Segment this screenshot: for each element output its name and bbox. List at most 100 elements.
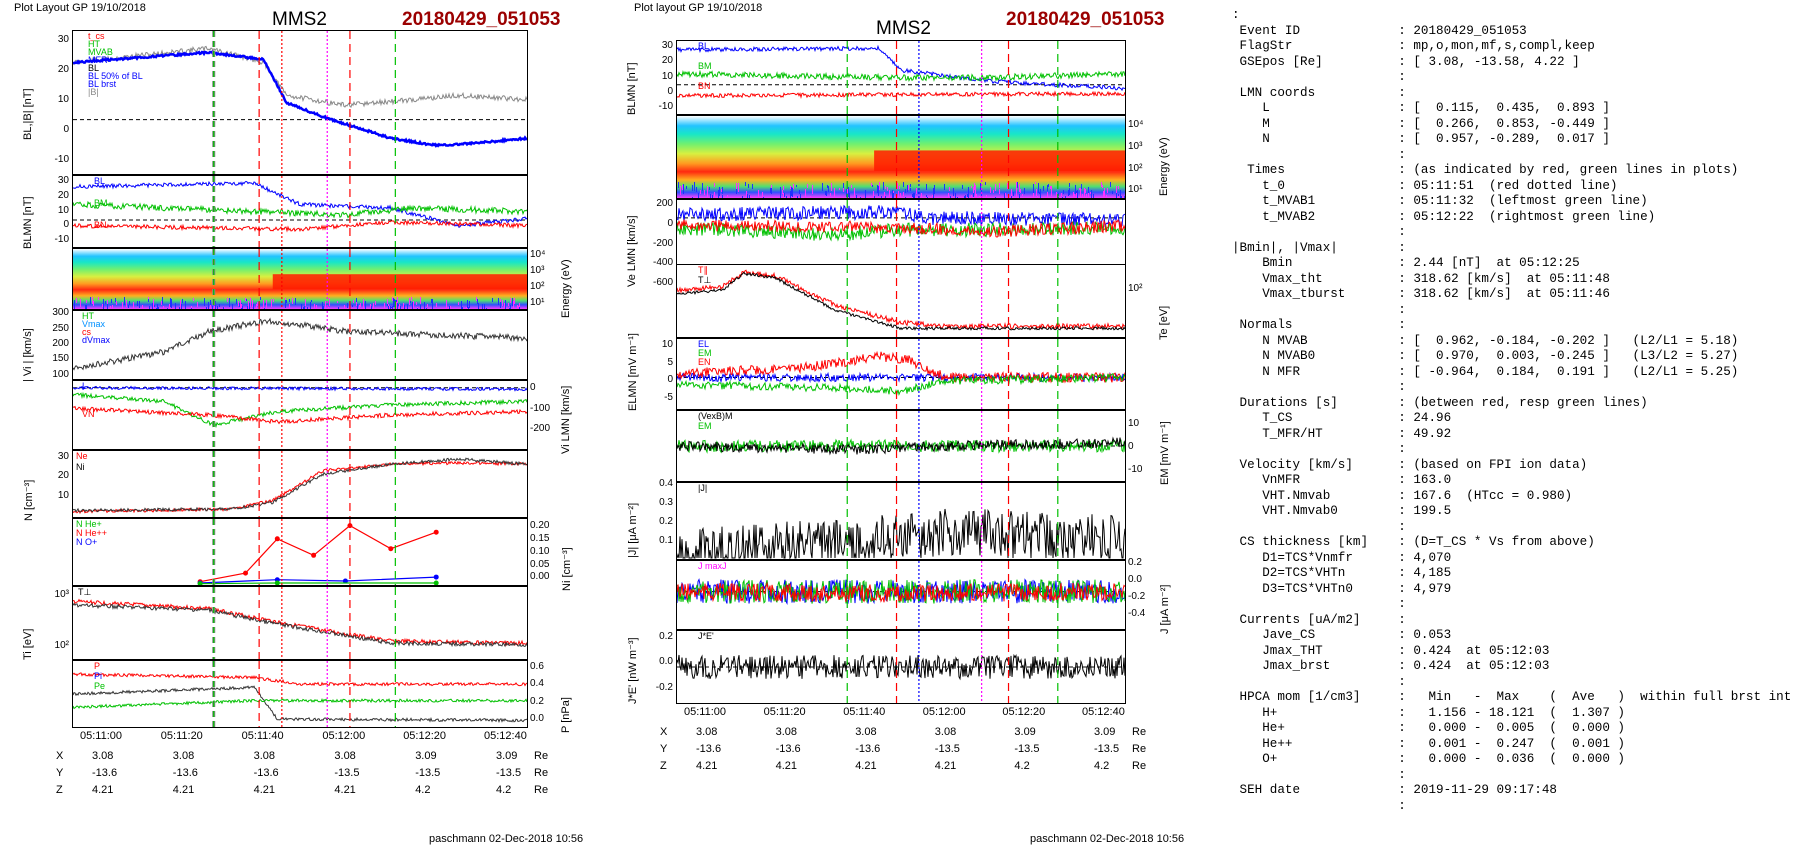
left-ytick: 200 [52,338,69,349]
summary-line: He+ : 0.000 - 0.005 ( 0.000 ) [1232,721,1625,735]
mid-spectrogram-speck [933,194,934,198]
left-ylabel-7: Ni [cm⁻³] [561,547,573,591]
mid-spectrogram-speck [978,197,979,198]
mid-spectrogram-speck [1007,183,1008,189]
left-spectrogram-speck [519,307,520,309]
mid-spectrogram-speck [993,190,994,193]
mid-spectrogram-speck [910,184,911,187]
summary-line: : [1232,674,1406,689]
left-spectrogram-speck [404,305,405,309]
spacecraft-title-mid: MMS2 [876,18,931,39]
left-time-tick: 05:11:40 [241,730,284,742]
mid-spectrogram-speck [1011,196,1012,198]
mid-legend-entry: BN [698,81,711,91]
mid-spectrogram-speck [1116,186,1117,194]
mid-spectrogram-speck [957,197,958,198]
left-spectrogram-speck [154,305,155,307]
left-spectrogram-speck [337,301,338,303]
left-spectrogram-speck [90,297,91,304]
mid-spectrogram-speck [707,186,708,196]
mid-spectrogram-speck [933,188,934,196]
mid-panel-9 [676,630,1126,704]
mid-spectrogram-speck [827,185,828,188]
left-coord-label-Y: Y [56,767,64,779]
left-ytick: 100 [52,369,69,380]
summary-line: N MFR : [ -0.964, 0.184, 0.191 ] (L2/L1 … [1232,364,1739,379]
mid-spectrogram-speck [784,193,785,197]
left-spectrogram-speck [450,306,451,309]
left-ytick: 10 [57,490,69,501]
mid-spectrogram-speck [1102,185,1103,188]
mid-ytick: 0.0 [659,656,673,667]
left-spectrogram-speck [162,297,163,304]
left-panel-6 [72,450,528,518]
left-ylabel-5: Vi LMN [km/s] [560,385,572,454]
mid-spectrogram-speck [791,187,792,196]
summary-line: |Bmin|, |Vmax| : [1232,240,1406,255]
left-trace-9-2 [73,685,527,724]
left-spectrogram-speck [249,303,250,309]
summary-line: Jave_CS : 0.053 [1232,628,1452,642]
summary-line: : [1232,225,1406,239]
mid-spectrogram-speck [839,188,840,190]
mid-spectrogram-speck [926,184,927,190]
mid-spectrogram-speck [750,196,751,198]
left-spectrogram-speck [197,302,198,307]
mid-legend-entry: BL [698,41,710,51]
left-spectrogram-speck [250,300,251,307]
mid-spectrogram-speck [834,188,835,198]
left-spectrogram-speck [347,303,348,308]
mid-ytick: 0 [667,86,673,97]
left-data-point [311,552,317,558]
left-spectrogram-speck [142,305,143,309]
mid-spectrogram-speck [898,191,899,198]
left-spectrogram-speck [484,304,485,309]
left-spectrogram-speck [248,301,249,309]
mid-trace-3-3 [677,219,1125,238]
left-data-point [274,536,280,542]
summary-line: N MVAB : [ 0.962, -0.184, -0.202 ] (L2/L… [1232,333,1739,348]
mid-spectrogram-speck [1019,184,1020,192]
left-spectrogram-speck [115,298,116,302]
left-spectrogram-speck [261,307,262,309]
left-spectrogram-speck [510,305,511,309]
mid-spectrogram-speck [790,191,791,198]
mid-ytick: 10⁴ [1128,119,1144,130]
mid-spectrogram-speck [727,195,728,198]
left-spectrogram-speck [397,298,398,301]
mid-spectrogram-speck [1020,189,1021,193]
left-spectrogram-speck [215,301,216,309]
left-spectrogram-speck [356,302,357,306]
summary-line: : [1232,8,1240,22]
mid-panel-svg-1 [677,44,1125,99]
mid-ytick: 0.2 [659,516,673,527]
mid-spectrogram-speck [1039,192,1040,194]
mid-spectrogram-speck [899,186,900,189]
left-ylabel-1: BL,|B| [nT] [22,87,34,140]
left-legend-entry: N He++ [76,528,108,538]
left-spectrogram-speck [391,308,392,309]
left-spectrogram-speck [92,297,93,304]
left-spectrogram-speck [263,300,264,308]
mid-coord-label-Y: Y [660,743,668,755]
mid-legend-entry: EN [698,357,711,367]
left-spectrogram-speck [387,300,388,304]
left-spectrogram-speck [256,304,257,309]
left-panel-8 [72,586,528,660]
left-spectrogram-speck [370,304,371,307]
mid-trace-1-1 [677,44,1125,92]
mid-trace-3-1 [677,204,1125,228]
mid-ytick: -0.2 [655,682,673,693]
left-spectrogram-band-3 [74,274,527,309]
left-spectrogram-speck [175,303,176,309]
mid-spectrogram-speck [783,193,784,198]
left-spectrogram-speck [185,301,186,309]
mid-spectrogram-speck [1033,193,1034,198]
mid-spectrogram-speck [913,193,914,198]
mid-ylabel-8: J [μA m⁻²] [1159,584,1171,634]
left-spectrogram-speck [301,304,302,309]
mid-ytick: 10¹ [1128,184,1143,195]
summary-line: O+ : 0.000 - 0.036 ( 0.000 ) [1232,752,1625,766]
left-ytick: 20 [57,470,69,481]
left-coord-value: 3.08 [172,750,195,762]
